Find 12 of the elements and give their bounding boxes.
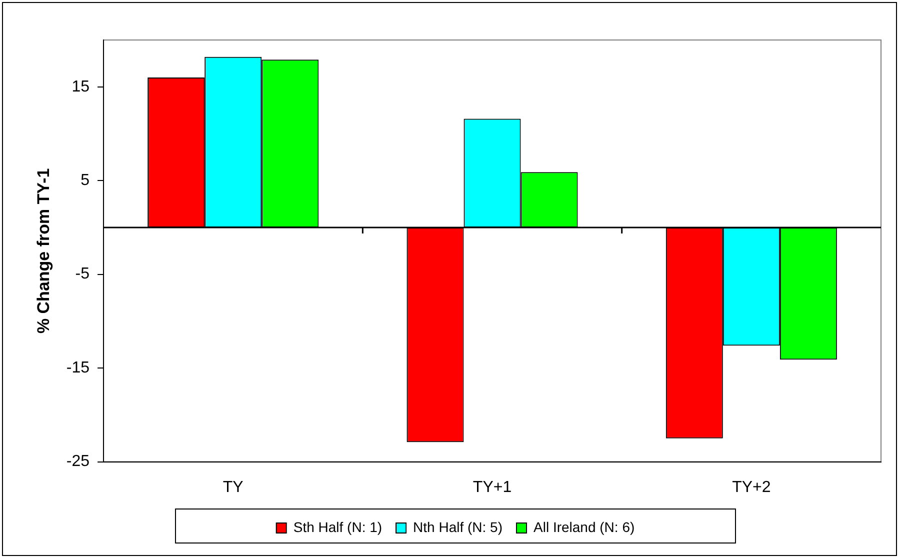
legend-label: All Ireland (N: 6) — [534, 518, 635, 535]
y-tick-label: -5 — [75, 266, 90, 283]
x-tick-label: TY+2 — [732, 478, 771, 496]
legend-label: Nth Half (N: 5) — [413, 518, 503, 535]
y-tick-label: -15 — [66, 359, 90, 376]
x-tick-label: TY+1 — [472, 478, 512, 496]
y-tick-label: 15 — [72, 78, 90, 96]
legend-label: Sth Half (N: 1) — [293, 518, 382, 535]
y-tick-label: -25 — [66, 453, 90, 470]
y-tick-label: 5 — [80, 172, 90, 190]
x-tick-label: TY — [222, 478, 244, 496]
y-axis-title: % Change from TY-1 — [34, 168, 53, 334]
